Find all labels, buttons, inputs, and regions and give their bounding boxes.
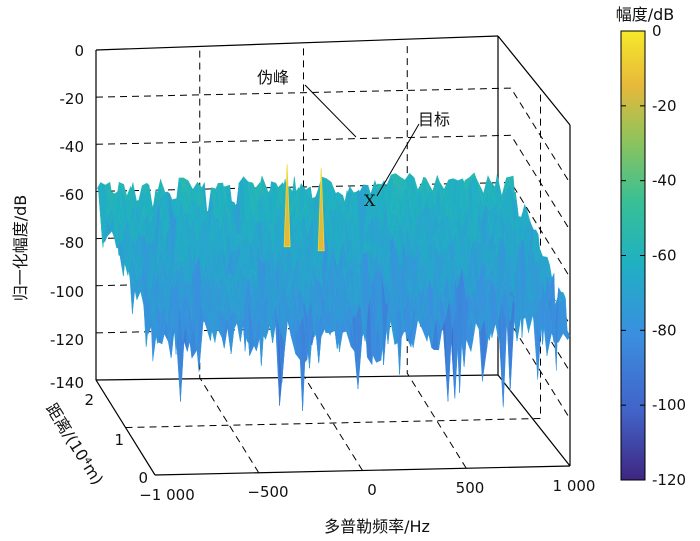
peaks (283, 164, 325, 252)
colorbar-tick-label: -80 (652, 321, 677, 339)
grid-z-2 (95, 181, 571, 278)
pseudo-peak-spike (283, 164, 291, 248)
colorbar-tick-label: -20 (652, 97, 677, 115)
doppler-tick-0: 0 (367, 481, 377, 499)
target-peak-spike (317, 168, 325, 252)
surface-cell (505, 175, 514, 181)
annotations: 伪峰 目标 X (257, 68, 450, 210)
colorbar-tick-label: -120 (652, 471, 686, 489)
colorbar: 幅度/dB 0 -20 -40 -60 -80 -100 -120 (616, 5, 686, 489)
z-tick-0: 0 (74, 42, 84, 60)
surface-mesh (95, 172, 571, 411)
grid-z-0 (95, 87, 571, 184)
grid-x-0 (199, 47, 260, 474)
z-tick-2: -40 (60, 138, 85, 156)
z-tick-1: -20 (60, 90, 85, 108)
wall-right-top (497, 35, 571, 126)
doppler-tick-1000: 1 000 (553, 477, 596, 495)
range-tick-1: 1 (114, 431, 124, 449)
surface-cell (228, 310, 236, 354)
z-tick-4: -80 (60, 234, 85, 252)
target-leader (376, 123, 420, 197)
doppler-tick-m500: −500 (247, 483, 288, 501)
floor-right (497, 374, 571, 467)
doppler-axis-label: 多普勒频率/Hz (324, 517, 430, 536)
floor-back (95, 374, 499, 381)
grid-x-2 (406, 43, 467, 469)
colorbar-tick-label: -100 (652, 396, 686, 414)
range-tick-2: 2 (84, 391, 94, 409)
wall-top-edge (95, 35, 499, 51)
doppler-tick-500: 500 (456, 479, 485, 497)
colorbar-tick-label: -40 (652, 172, 677, 190)
grid-z-1 (95, 134, 571, 231)
colorbar-ticks: 0 -20 -40 -60 -80 -100 -120 (621, 22, 686, 489)
grid-z-5 (95, 323, 571, 420)
range-axis-label: 距离/(10⁴m) (42, 400, 107, 488)
z-tick-6: -120 (50, 331, 84, 349)
colorbar-tick-label: 0 (652, 22, 662, 40)
z-tick-3: -60 (60, 186, 85, 204)
target-label: 目标 (418, 110, 450, 129)
z-axis-label: 归一化幅度/dB (11, 195, 30, 302)
doppler-tick-m1000: −1 000 (139, 486, 195, 504)
doppler-axis-ticks: −1 000 −500 0 500 1 000 (139, 477, 595, 504)
z-tick-5: -100 (50, 283, 84, 301)
x-marker-label: X (364, 191, 376, 210)
range-tick-0: 0 (138, 469, 148, 487)
colorbar-tick-label: -60 (652, 247, 677, 265)
z-tick-7: -140 (50, 374, 84, 392)
pseudo-peak-label: 伪峰 (257, 68, 289, 87)
colorbar-title: 幅度/dB (616, 5, 675, 24)
pseudo-peak-leader (304, 84, 357, 138)
range-axis-ticks: 2 1 0 (84, 391, 148, 487)
grid-y-0 (125, 88, 541, 428)
z-axis-ticks: 0 -20 -40 -60 -80 -100 -120 -140 (50, 42, 84, 392)
